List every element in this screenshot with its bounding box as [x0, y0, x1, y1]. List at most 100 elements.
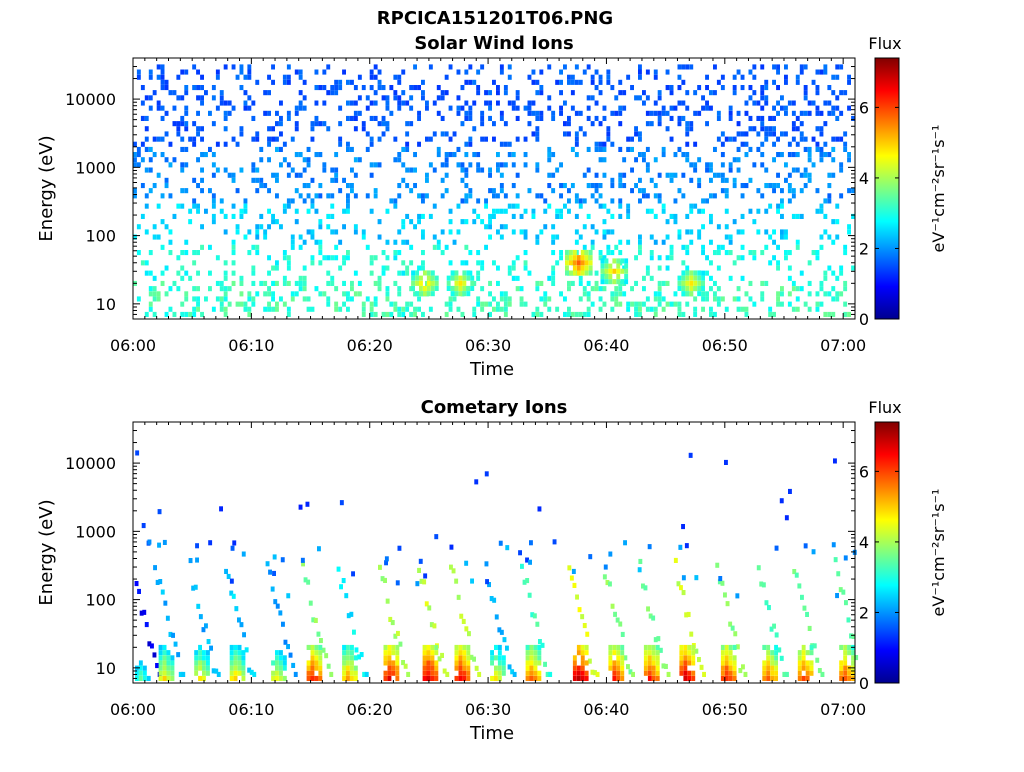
heatmap-cell	[839, 136, 844, 142]
heatmap-cell	[797, 583, 802, 589]
heatmap-cell	[144, 136, 149, 142]
heatmap-cell	[472, 79, 477, 85]
heatmap-cell	[525, 578, 530, 584]
heatmap-cell	[649, 250, 654, 256]
heatmap-cell	[346, 670, 350, 676]
heatmap-cell	[383, 650, 388, 656]
heatmap-cell	[693, 203, 698, 209]
heatmap-cell	[196, 69, 200, 75]
heatmap-cell	[164, 79, 169, 85]
heatmap-cell	[146, 675, 151, 681]
heatmap-cell	[383, 577, 387, 583]
heatmap-cell	[206, 650, 210, 656]
heatmap-cell	[689, 285, 694, 291]
heatmap-cell	[638, 234, 642, 240]
heatmap-cell	[594, 146, 599, 152]
heatmap-cell	[464, 152, 469, 158]
heatmap-cell	[144, 95, 149, 101]
heatmap-cell	[448, 208, 453, 214]
heatmap-cell	[279, 121, 283, 127]
heatmap-cell	[294, 219, 299, 225]
heatmap-cell	[807, 172, 812, 178]
heatmap-cell	[728, 239, 733, 245]
heatmap-cell	[795, 213, 800, 219]
heatmap-cell	[559, 193, 563, 199]
heatmap-cell	[683, 675, 688, 681]
heatmap-cell	[705, 105, 709, 111]
heatmap-cell	[681, 260, 686, 266]
heatmap-cell	[417, 306, 421, 312]
heatmap-cell	[206, 660, 210, 666]
heatmap-cell	[401, 270, 406, 276]
heatmap-cell	[263, 110, 268, 116]
heatmap-cell	[819, 286, 824, 292]
heatmap-cell	[815, 188, 820, 194]
heatmap-cell	[436, 239, 441, 245]
heatmap-cell	[484, 471, 489, 477]
heatmap-cell	[140, 141, 145, 147]
heatmap-cell	[417, 115, 421, 121]
heatmap-cell	[462, 650, 467, 656]
heatmap-cell	[574, 79, 579, 85]
heatmap-cell	[809, 660, 814, 666]
heatmap-cell	[456, 203, 461, 209]
heatmap-cell	[606, 229, 611, 235]
heatmap-cell	[200, 136, 204, 142]
heatmap-cell	[330, 177, 335, 183]
heatmap-cell	[598, 141, 603, 147]
heatmap-cell	[523, 152, 528, 158]
heatmap-cell	[770, 655, 775, 661]
heatmap-cell	[569, 249, 573, 255]
heatmap-cell	[594, 172, 599, 178]
heatmap-cell	[716, 244, 721, 250]
heatmap-cell	[655, 660, 660, 666]
heatmap-cell	[784, 162, 788, 168]
heatmap-cell	[140, 260, 145, 266]
heatmap-cell	[166, 660, 171, 666]
heatmap-cell	[239, 167, 244, 173]
heatmap-cell	[466, 270, 471, 276]
heatmap-cell	[294, 152, 299, 158]
heatmap-cell	[720, 660, 725, 666]
heatmap-cell	[651, 665, 656, 671]
heatmap-cell	[330, 193, 335, 199]
heatmap-cell	[799, 69, 804, 75]
heatmap-cell	[298, 100, 303, 106]
heatmap-cell	[657, 296, 662, 302]
heatmap-cell	[484, 198, 488, 204]
heatmap-cell	[624, 263, 629, 269]
heatmap-cell	[744, 141, 749, 147]
heatmap-cell	[488, 280, 492, 286]
heatmap-cell	[724, 459, 728, 465]
heatmap-cell	[626, 301, 631, 307]
x-tick-label: 07:00	[820, 700, 866, 719]
heatmap-cell	[547, 146, 552, 152]
heatmap-cell	[237, 644, 242, 650]
heatmap-cell	[795, 79, 800, 85]
heatmap-cell	[843, 650, 848, 656]
heatmap-cell	[503, 141, 508, 147]
x-axis-label: Time	[469, 359, 514, 380]
heatmap-cell	[578, 198, 583, 204]
heatmap-cell	[610, 198, 615, 204]
heatmap-cell	[720, 670, 725, 676]
heatmap-cell	[255, 136, 260, 142]
heatmap-cell	[681, 172, 686, 178]
heatmap-cell	[255, 131, 260, 137]
heatmap-cell	[846, 617, 851, 623]
heatmap-cell	[136, 74, 141, 80]
heatmap-cell	[776, 203, 780, 209]
heatmap-cell	[801, 650, 806, 656]
heatmap-cell	[421, 193, 425, 199]
heatmap-cell	[697, 183, 702, 189]
heatmap-cell	[616, 263, 621, 269]
heatmap-cell	[267, 301, 271, 307]
heatmap-cell	[693, 162, 698, 168]
heatmap-cell	[795, 296, 800, 302]
heatmap-cell	[271, 219, 275, 225]
heatmap-cell	[815, 141, 820, 147]
heatmap-cell	[425, 136, 429, 142]
heatmap-cell	[377, 234, 382, 240]
heatmap-cell	[176, 286, 181, 292]
heatmap-cell	[476, 90, 481, 96]
